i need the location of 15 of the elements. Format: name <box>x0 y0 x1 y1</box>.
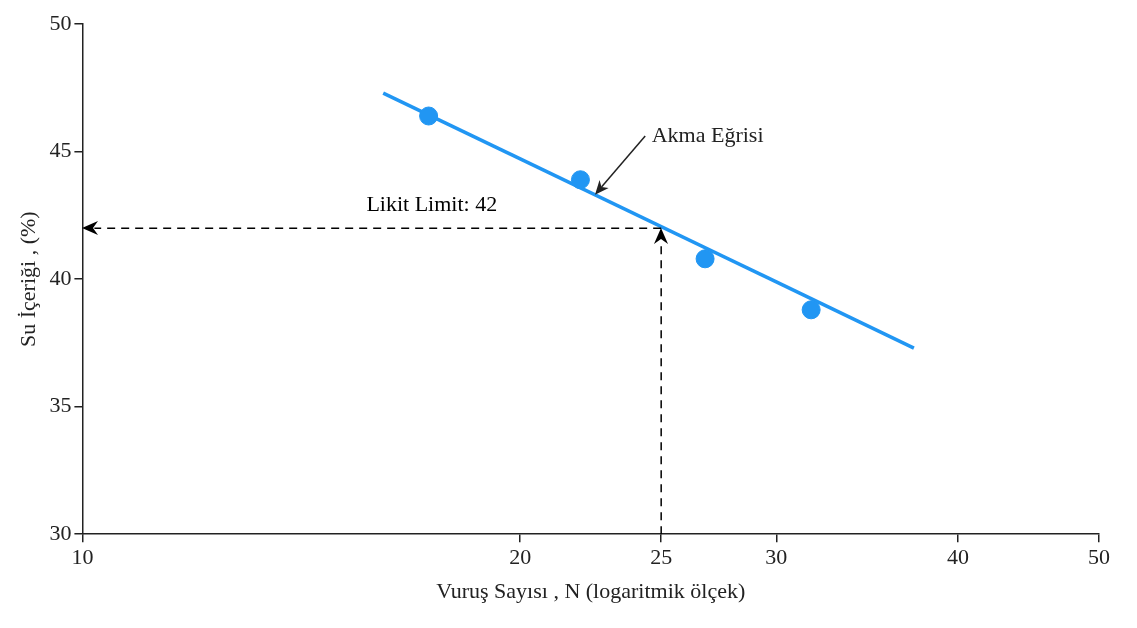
x-tick-label: 10 <box>71 544 94 570</box>
x-tick-label: 30 <box>765 544 788 570</box>
x-tick-label: 40 <box>947 544 970 570</box>
y-axis-title: Su İçeriği , (%) <box>14 211 40 348</box>
x-tick-label: 20 <box>509 544 532 570</box>
y-tick-label: 30 <box>49 519 72 545</box>
x-tick-label: 25 <box>650 544 673 570</box>
annotation: Akma Eğrisi <box>651 122 764 148</box>
x-tick-label: 50 <box>1088 544 1110 570</box>
y-tick-label: 40 <box>49 264 72 290</box>
y-tick-label: 50 <box>49 9 72 35</box>
ref-line-label: Likit Limit: 42 <box>366 190 498 216</box>
y-tick-label: 35 <box>49 392 72 418</box>
y-tick-label: 45 <box>49 137 72 163</box>
x-axis-title: Vuruş Sayısı , N (logaritmik ölçek) <box>436 577 746 603</box>
